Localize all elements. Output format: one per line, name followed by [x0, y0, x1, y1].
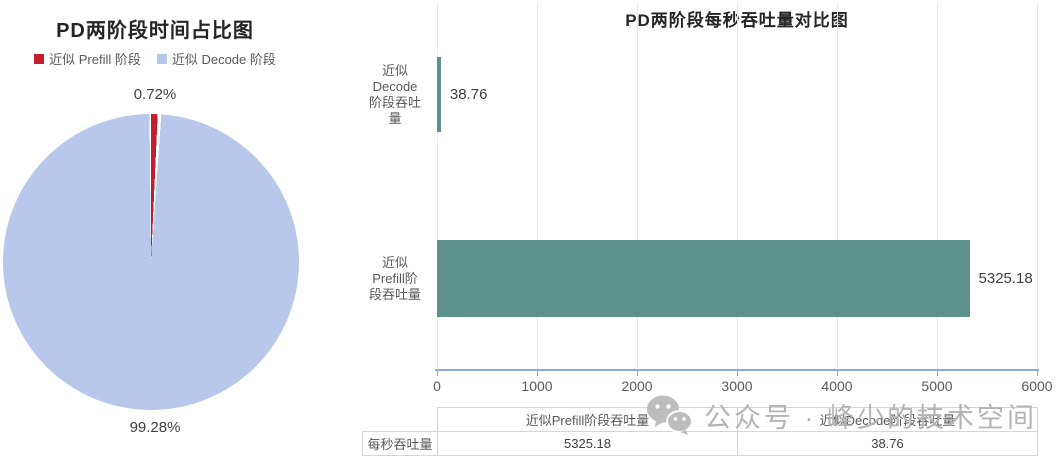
- table-data-row: 每秒吞吐量 5325.18 38.76: [362, 431, 1038, 456]
- table-col-header-decode: 近似Decode阶段吞吐量: [737, 407, 1038, 432]
- x-axis-tick-label: 5000: [921, 378, 953, 394]
- legend-swatch-prefill-icon: [34, 53, 45, 64]
- x-axis-tick-label: 1000: [521, 378, 553, 394]
- table-blank-cell: [363, 408, 438, 432]
- bar-chart-title: PD两阶段每秒吞吐量对比图: [625, 11, 849, 30]
- table-col-header-prefill: 近似Prefill阶段吞吐量: [437, 407, 738, 432]
- x-axis-tick-label: 2000: [621, 378, 653, 394]
- x-axis-tick-label: 3000: [721, 378, 753, 394]
- x-axis-tick: [937, 371, 938, 376]
- x-axis-tick: [1037, 371, 1038, 376]
- x-axis-tick-label: 4000: [821, 378, 853, 394]
- gridline: [837, 2, 838, 369]
- x-axis-tick: [537, 371, 538, 376]
- pie-graphic: [3, 114, 299, 410]
- gridline: [437, 2, 438, 369]
- table-header-row: 近似Prefill阶段吞吐量 近似Decode阶段吞吐量: [363, 407, 1038, 432]
- legend-item-decode: 近似 Decode 阶段: [156, 49, 276, 68]
- bar-track-decode: 38.76: [437, 57, 1037, 132]
- gridline: [1037, 2, 1038, 369]
- bar-value-prefill: 5325.18: [978, 270, 1033, 287]
- gridline: [537, 2, 538, 369]
- pie-data-label-decode: 99.28%: [129, 419, 181, 436]
- x-axis-tick-label: 6000: [1021, 378, 1053, 394]
- category-label-decode: 近似 Decode 阶段吞吐 量: [368, 62, 421, 126]
- x-axis-tick: [637, 371, 638, 376]
- pie-chart-panel: PD两阶段时间占比图 近似 Prefill 阶段 近似 Decode 阶段 0.…: [0, 0, 360, 461]
- legend-label-decode: 近似 Decode 阶段: [171, 52, 276, 67]
- bar-row-prefill: 近似 Prefill阶 段吞吐量 5325.18: [360, 240, 1057, 317]
- x-axis-tick: [837, 371, 838, 376]
- gridline: [637, 2, 638, 369]
- throughput-data-table: 近似Prefill阶段吞吐量 近似Decode阶段吞吐量 每秒吞吐量 5325.…: [362, 407, 1038, 456]
- legend-item-prefill: 近似 Prefill 阶段: [34, 49, 141, 68]
- bar-track-prefill: 5325.18: [437, 240, 1037, 317]
- table-value-prefill: 5325.18: [437, 431, 738, 456]
- category-label-prefill: 近似 Prefill阶 段吞吐量: [368, 254, 421, 302]
- x-axis-tick: [437, 371, 438, 376]
- x-axis-tick: [737, 371, 738, 376]
- bar-plot-area: [437, 2, 1038, 369]
- bar-value-decode: 38.76: [449, 86, 488, 103]
- pie-chart-title: PD两阶段时间占比图: [56, 20, 254, 42]
- gridline: [737, 2, 738, 369]
- x-axis-tick-label: 0: [433, 378, 441, 394]
- bar-row-decode: 近似 Decode 阶段吞吐 量 38.76: [360, 57, 1057, 132]
- pie-legend: 近似 Prefill 阶段 近似 Decode 阶段: [0, 49, 310, 68]
- gridline: [937, 2, 938, 369]
- pie-data-label-prefill: 0.72%: [133, 86, 177, 103]
- legend-label-prefill: 近似 Prefill 阶段: [49, 52, 141, 67]
- legend-swatch-decode-icon: [156, 53, 167, 64]
- table-value-decode: 38.76: [737, 431, 1038, 456]
- bar-chart-panel: PD两阶段每秒吞吐量对比图 近似 Decode 阶段吞吐 量 38.76 近似 …: [360, 0, 1057, 461]
- bar-prefill: [437, 240, 970, 317]
- x-axis-line: [435, 369, 1039, 371]
- bar-decode: [437, 57, 441, 132]
- table-row-label: 每秒吞吐量: [362, 431, 438, 456]
